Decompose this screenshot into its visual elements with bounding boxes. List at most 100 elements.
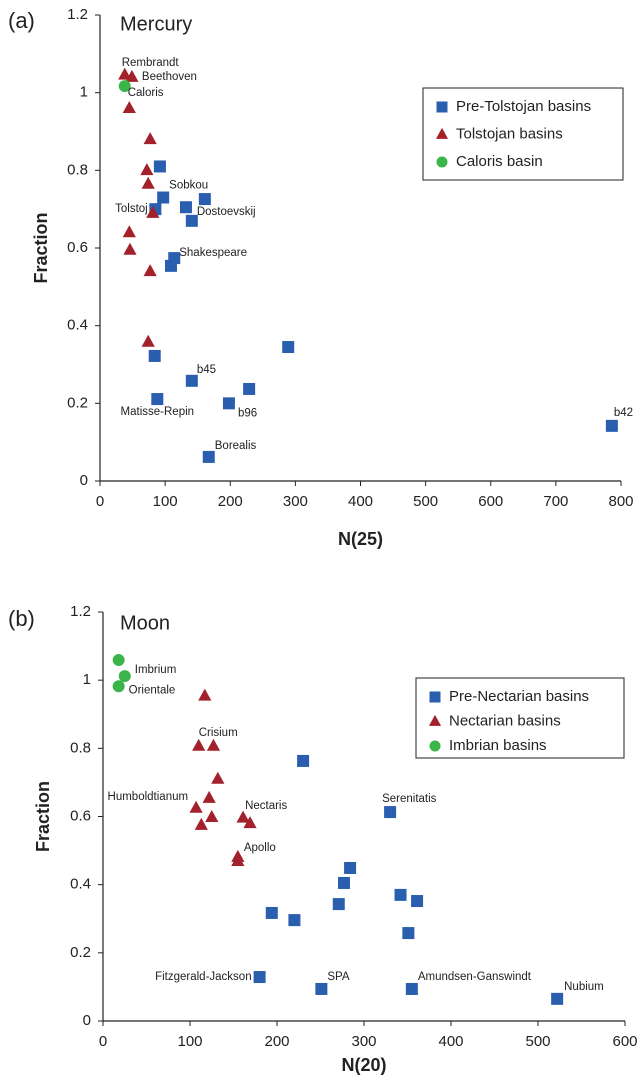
x-tick-label: 0 xyxy=(96,493,104,510)
data-point xyxy=(157,191,170,204)
x-tick-label: 400 xyxy=(438,1033,463,1050)
legend-marker xyxy=(436,156,448,168)
data-point xyxy=(411,895,424,908)
point-label: Orientale xyxy=(129,684,176,696)
x-tick-label: 700 xyxy=(543,493,568,510)
data-point xyxy=(211,771,225,784)
point-label: SPA xyxy=(327,971,349,983)
data-point xyxy=(179,201,192,214)
y-tick-label: 0.2 xyxy=(67,394,88,411)
point-label: Serenitatis xyxy=(382,793,437,805)
point-label: Beethoven xyxy=(142,71,197,83)
data-point xyxy=(198,688,212,701)
data-point xyxy=(405,982,418,995)
data-point xyxy=(243,382,256,395)
chart-title: Mercury xyxy=(120,13,192,35)
x-tick-label: 100 xyxy=(177,1033,202,1050)
data-point xyxy=(143,264,157,277)
panel-label: (a) xyxy=(8,8,35,33)
data-point xyxy=(222,397,235,410)
data-point xyxy=(112,680,125,693)
x-tick-label: 300 xyxy=(351,1033,376,1050)
y-tick-label: 0.8 xyxy=(70,739,91,756)
data-point xyxy=(141,334,155,347)
y-tick-label: 0.6 xyxy=(70,807,91,824)
x-axis-label: N(20) xyxy=(341,1055,386,1075)
x-tick-label: 200 xyxy=(218,493,243,510)
point-label: Nectaris xyxy=(245,800,287,812)
data-point xyxy=(185,214,198,227)
data-point xyxy=(297,754,310,767)
y-tick-label: 0.2 xyxy=(70,944,91,961)
data-point xyxy=(153,160,166,173)
legend-marker xyxy=(429,691,441,703)
data-point xyxy=(194,817,208,830)
x-tick-label: 400 xyxy=(348,493,373,510)
point-label: b42 xyxy=(614,407,633,419)
data-point xyxy=(146,205,160,218)
data-point xyxy=(202,790,216,803)
x-tick-label: 100 xyxy=(153,493,178,510)
data-point xyxy=(236,810,250,823)
x-tick-label: 500 xyxy=(413,493,438,510)
data-point xyxy=(148,349,161,362)
data-point xyxy=(112,654,125,667)
data-point xyxy=(265,906,278,919)
point-label: Rembrandt xyxy=(122,57,180,69)
x-tick-label: 600 xyxy=(612,1033,637,1050)
data-point xyxy=(118,670,131,683)
data-point xyxy=(122,101,136,113)
point-label: Fitzgerald-Jackson xyxy=(155,971,252,983)
point-label: Imbrium xyxy=(135,664,177,676)
legend-marker xyxy=(436,101,448,113)
legend-label: Nectarian basins xyxy=(449,712,561,729)
y-tick-label: 0.8 xyxy=(67,161,88,178)
x-tick-label: 800 xyxy=(608,493,633,510)
y-axis-label: Fraction xyxy=(33,781,53,852)
data-point xyxy=(202,450,215,463)
point-label: Matisse-Repin xyxy=(121,406,195,418)
data-point xyxy=(282,341,295,354)
y-tick-label: 0 xyxy=(83,1012,91,1029)
data-point xyxy=(118,67,132,80)
legend-label: Tolstojan basins xyxy=(456,125,563,142)
data-point xyxy=(344,861,357,874)
x-tick-label: 200 xyxy=(264,1033,289,1050)
point-label: Shakespeare xyxy=(179,247,247,259)
data-point xyxy=(551,992,564,1005)
data-point xyxy=(141,176,155,189)
x-tick-label: 600 xyxy=(478,493,503,510)
y-tick-label: 1.2 xyxy=(67,6,88,23)
data-point xyxy=(205,809,219,822)
legend-label: Pre-Tolstojan basins xyxy=(456,98,591,115)
y-tick-label: 1.2 xyxy=(70,603,91,620)
x-tick-label: 300 xyxy=(283,493,308,510)
point-label: Nubium xyxy=(564,981,604,993)
legend-box xyxy=(422,87,624,181)
point-label: Tolstoj xyxy=(115,203,148,215)
legend-box xyxy=(415,677,625,759)
data-point xyxy=(384,806,397,819)
data-point xyxy=(394,888,407,901)
panel-label: (b) xyxy=(8,606,35,631)
data-point xyxy=(192,738,206,751)
chart-title: Moon xyxy=(120,612,170,634)
legend-marker xyxy=(435,127,449,139)
legend-marker xyxy=(429,740,441,752)
legend-marker xyxy=(428,714,442,726)
data-point xyxy=(151,393,164,406)
x-tick-label: 500 xyxy=(525,1033,550,1050)
data-point xyxy=(315,982,328,995)
point-label: Apollo xyxy=(244,842,276,854)
data-point xyxy=(122,225,136,238)
x-axis-label: N(25) xyxy=(338,529,383,549)
legend-label: Pre-Nectarian basins xyxy=(449,688,589,705)
data-point xyxy=(189,800,203,813)
y-tick-label: 0 xyxy=(80,472,88,489)
data-point xyxy=(125,69,139,82)
point-label: Crisium xyxy=(199,727,238,739)
y-tick-label: 1 xyxy=(83,671,91,688)
x-tick-label: 0 xyxy=(99,1033,107,1050)
point-label: Caloris xyxy=(128,87,164,99)
